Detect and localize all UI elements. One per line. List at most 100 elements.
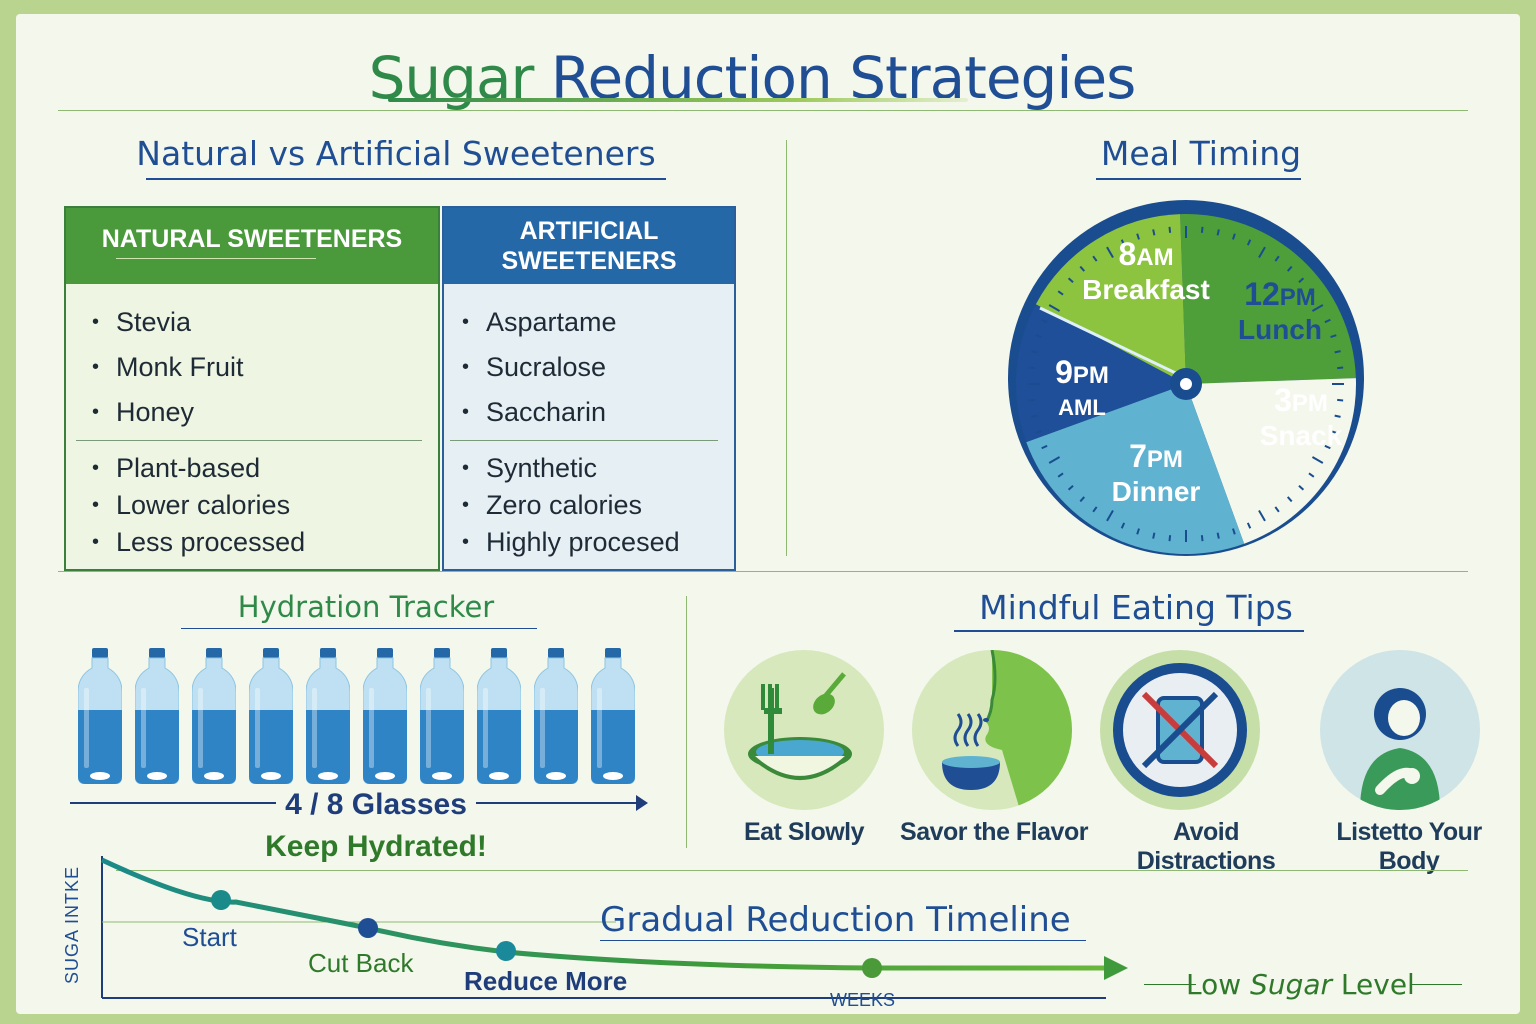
clock-tick: [1092, 506, 1098, 513]
clock-tick: [1337, 366, 1344, 370]
natural-traits-list: Plant-basedLower caloriesLess processed: [92, 450, 305, 561]
bottle-icon: [305, 648, 351, 785]
clock-tick: [1330, 430, 1337, 434]
clock-tick: [1308, 472, 1315, 478]
label-start: Start: [182, 922, 237, 952]
bottle-icon: [248, 648, 294, 785]
clock-tick: [1246, 239, 1252, 246]
title-underline: [388, 98, 968, 102]
sweeteners-heading: Natural vs Artificial Sweeteners: [136, 134, 656, 173]
fork-bowl-icon: [748, 672, 852, 780]
dinner-label: 7PM Dinner: [1111, 438, 1201, 507]
clock-tick: [1324, 318, 1331, 324]
timeline-heading: Gradual Reduction Timeline: [600, 900, 1071, 940]
hydration-underline: [181, 628, 537, 629]
bottle-icon: [590, 648, 636, 785]
meal-timing-underline: [1096, 178, 1301, 180]
divider: [116, 870, 1468, 871]
clock-tick: [1041, 318, 1048, 324]
list-item: Plant-based: [92, 450, 305, 487]
tip-label: Listetto Your Body: [1336, 818, 1482, 875]
clock-tick: [1334, 350, 1341, 354]
clock-tick: [1106, 509, 1114, 522]
clock-tick: [1028, 398, 1035, 402]
clock-tick: [1311, 304, 1324, 312]
clock-tick: [1041, 444, 1048, 450]
artificial-examples-list: AspartameSucraloseSaccharin: [462, 300, 617, 435]
clock-tick: [1057, 290, 1064, 296]
clock-tick: [1311, 456, 1324, 464]
clock-tick: [1216, 229, 1220, 236]
end-line-right: [1410, 984, 1462, 985]
timeline-underline: [600, 940, 1086, 941]
clock-tick: [1028, 366, 1035, 370]
timeline-arrow: [1104, 956, 1128, 980]
clock-tick: [1136, 233, 1140, 240]
list-item: Aspartame: [462, 300, 617, 345]
clock-tick: [1274, 506, 1280, 513]
list-item: Synthetic: [462, 450, 680, 487]
bottle-icon: [419, 648, 465, 785]
natural-sweeteners-column: NATURAL SWEETENERS SteviaMonk FruitHoney…: [64, 206, 440, 571]
timeline-point-low: [862, 958, 882, 978]
column-divider: [76, 440, 422, 441]
clock-tick: [1286, 265, 1293, 272]
arrow-head: [636, 795, 648, 811]
clock-tick: [1152, 229, 1156, 236]
divider: [58, 110, 1468, 111]
water-bottle: [77, 648, 123, 785]
clock-tick: [1168, 226, 1172, 233]
sweeteners-underline: [146, 178, 666, 180]
clock-tick: [1048, 304, 1061, 312]
clock-tick: [1035, 430, 1042, 434]
avoid-distractions-circle: [1100, 650, 1260, 810]
artificial-header: ARTIFICIAL SWEETENERS: [444, 208, 734, 284]
x-axis-label: WEEKS: [830, 990, 896, 1010]
list-item: Zero calories: [462, 487, 680, 524]
bottle-icon: [191, 648, 237, 785]
clock-tick: [1258, 246, 1266, 259]
person-stomach-icon: [1360, 688, 1440, 810]
clock-tick: [1092, 255, 1098, 262]
clock-tick: [1258, 509, 1266, 522]
clock-tick: [1057, 472, 1064, 478]
clock-tick: [1324, 444, 1331, 450]
clock-tick: [1216, 532, 1220, 539]
clock-tick: [1120, 522, 1126, 529]
column-divider: [450, 440, 718, 441]
clock-tick: [1048, 456, 1061, 464]
water-bottle: [134, 648, 180, 785]
end-line-left: [1144, 984, 1196, 985]
timeline-point-reduce-more: [496, 941, 516, 961]
water-bottle: [248, 648, 294, 785]
mindful-heading: Mindful Eating Tips: [979, 588, 1293, 627]
clock-tick: [1232, 528, 1236, 535]
clock-tick: [1308, 290, 1315, 296]
slice-dinner: [1016, 304, 1186, 443]
slice-lunch: [1186, 378, 1356, 544]
water-bottle: [305, 648, 351, 785]
tip-label: Savor the Flavor: [900, 818, 1088, 846]
lunch-label: 12PM Lunch: [1238, 276, 1322, 345]
bottle-icon: [134, 648, 180, 785]
clock-tick: [1334, 414, 1341, 418]
bottle-icon: [533, 648, 579, 785]
clock-hub-center: [1180, 378, 1192, 390]
clock-tick: [1200, 226, 1204, 233]
label-reduce-more: Reduce More: [464, 966, 628, 996]
list-item: Highly procesed: [462, 524, 680, 561]
snack-label: 3PM Snack: [1259, 382, 1343, 451]
clock-tick: [1246, 522, 1252, 529]
natural-examples-list: SteviaMonk FruitHoney: [92, 300, 244, 435]
list-item: Stevia: [92, 300, 244, 345]
breakfast-label: 8AM Breakfast: [1082, 236, 1210, 305]
water-bottle: [590, 648, 636, 785]
clock-tick: [1168, 535, 1172, 542]
list-item: Monk Fruit: [92, 345, 244, 390]
clock-tick: [1286, 496, 1293, 503]
header-decoration: [116, 258, 316, 259]
water-bottle: [533, 648, 579, 785]
clock-tick: [1079, 496, 1086, 503]
slice-late: [1035, 214, 1186, 384]
